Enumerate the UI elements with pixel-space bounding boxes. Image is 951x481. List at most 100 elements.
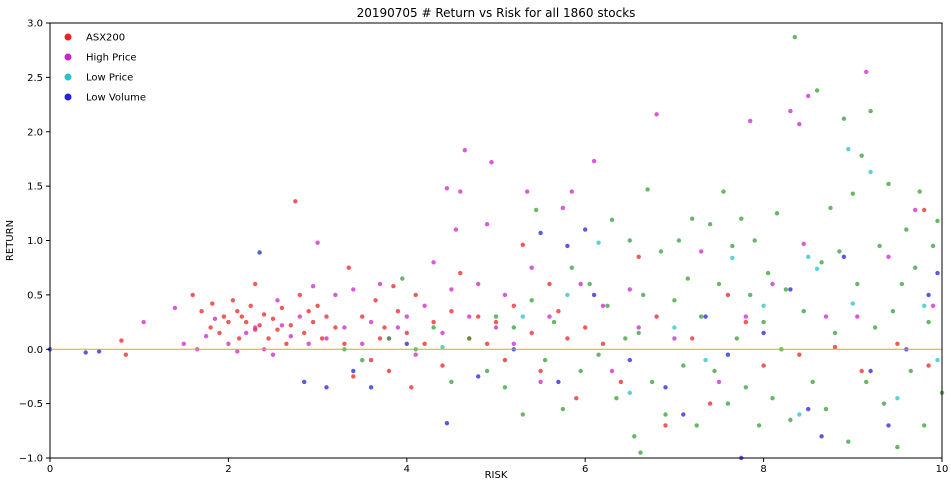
data-point — [413, 292, 418, 298]
data-point — [761, 363, 766, 368]
data-point — [734, 336, 739, 341]
data-point — [574, 396, 579, 401]
data-point — [627, 357, 632, 363]
data-point — [244, 319, 249, 325]
data-point — [502, 292, 508, 298]
data-point — [440, 330, 445, 336]
data-point — [560, 205, 566, 211]
data-point — [837, 249, 842, 254]
data-point — [654, 314, 659, 319]
data-point — [596, 240, 601, 245]
data-point — [373, 298, 378, 303]
data-point — [797, 121, 802, 127]
data-point — [551, 319, 557, 325]
data-point — [235, 309, 240, 314]
data-point — [663, 423, 668, 428]
data-point — [694, 423, 699, 428]
data-point — [890, 309, 896, 314]
data-point — [395, 309, 401, 314]
data-point — [217, 330, 222, 336]
data-point — [484, 222, 490, 227]
data-point — [872, 325, 878, 330]
data-point — [609, 368, 615, 374]
data-point — [770, 281, 775, 287]
data-point — [203, 334, 209, 339]
data-point — [279, 323, 285, 328]
data-point — [502, 385, 508, 390]
data-point — [360, 314, 365, 319]
data-point — [649, 379, 655, 385]
data-point — [926, 292, 931, 298]
data-point — [690, 216, 695, 221]
data-point — [368, 319, 374, 325]
data-point — [315, 240, 320, 245]
data-point — [560, 406, 566, 412]
data-point — [244, 330, 249, 336]
data-point — [578, 281, 583, 287]
data-point — [819, 434, 824, 439]
data-point — [765, 270, 771, 276]
data-point — [476, 281, 481, 287]
data-point — [703, 314, 708, 319]
data-point — [926, 319, 931, 325]
y-axis-label: RETURN — [5, 220, 16, 261]
data-point — [520, 242, 525, 247]
data-point — [864, 379, 869, 385]
data-point — [600, 303, 606, 308]
data-point — [676, 238, 682, 243]
data-point — [346, 265, 351, 270]
data-point — [368, 385, 374, 390]
data-point — [770, 396, 775, 401]
data-point — [788, 287, 793, 292]
data-point — [533, 207, 539, 213]
data-point — [814, 266, 820, 271]
x-tick-label: 6 — [582, 464, 588, 475]
data-point — [226, 319, 231, 325]
data-point — [449, 379, 454, 385]
x-axis-ticks: 0 2 4 6 8 10 — [47, 458, 948, 475]
data-point — [841, 116, 847, 121]
data-point — [627, 390, 632, 395]
data-point — [725, 401, 731, 406]
data-point — [248, 303, 253, 308]
data-point — [663, 412, 668, 417]
data-point — [930, 303, 936, 308]
points-layer — [47, 34, 945, 461]
data-point — [547, 314, 552, 319]
data-point — [730, 243, 735, 249]
data-point — [395, 325, 401, 330]
data-point — [638, 450, 643, 455]
data-point — [324, 314, 329, 319]
legend: ASX200 High Price Low Price Low Volume — [64, 33, 146, 104]
data-point — [404, 314, 409, 319]
data-point — [614, 396, 619, 401]
data-point — [712, 368, 717, 374]
data-point — [868, 368, 873, 374]
legend-marker — [64, 73, 72, 81]
data-point — [774, 211, 780, 216]
data-point — [315, 303, 320, 308]
data-point — [538, 230, 543, 236]
y-tick-label: 1.5 — [27, 182, 43, 193]
data-point — [877, 243, 882, 249]
data-point — [788, 417, 793, 423]
data-point — [565, 243, 570, 249]
y-axis-ticks: −1.0 −0.5 0.0 0.5 1.0 1.5 2.0 2.5 3.0 — [19, 19, 50, 465]
data-point — [658, 249, 664, 254]
data-point — [239, 314, 244, 319]
data-point — [431, 260, 436, 265]
data-point — [275, 298, 280, 303]
data-point — [297, 314, 302, 319]
data-point — [409, 385, 414, 390]
data-point — [828, 205, 833, 211]
data-point — [716, 379, 722, 385]
legend-label: Low Price — [86, 73, 133, 84]
data-point — [221, 314, 227, 319]
data-point — [623, 336, 628, 341]
data-point — [306, 341, 311, 346]
data-point — [801, 309, 806, 314]
data-point — [556, 379, 561, 385]
data-point — [672, 325, 677, 330]
data-point — [261, 312, 267, 317]
data-point — [908, 368, 913, 374]
